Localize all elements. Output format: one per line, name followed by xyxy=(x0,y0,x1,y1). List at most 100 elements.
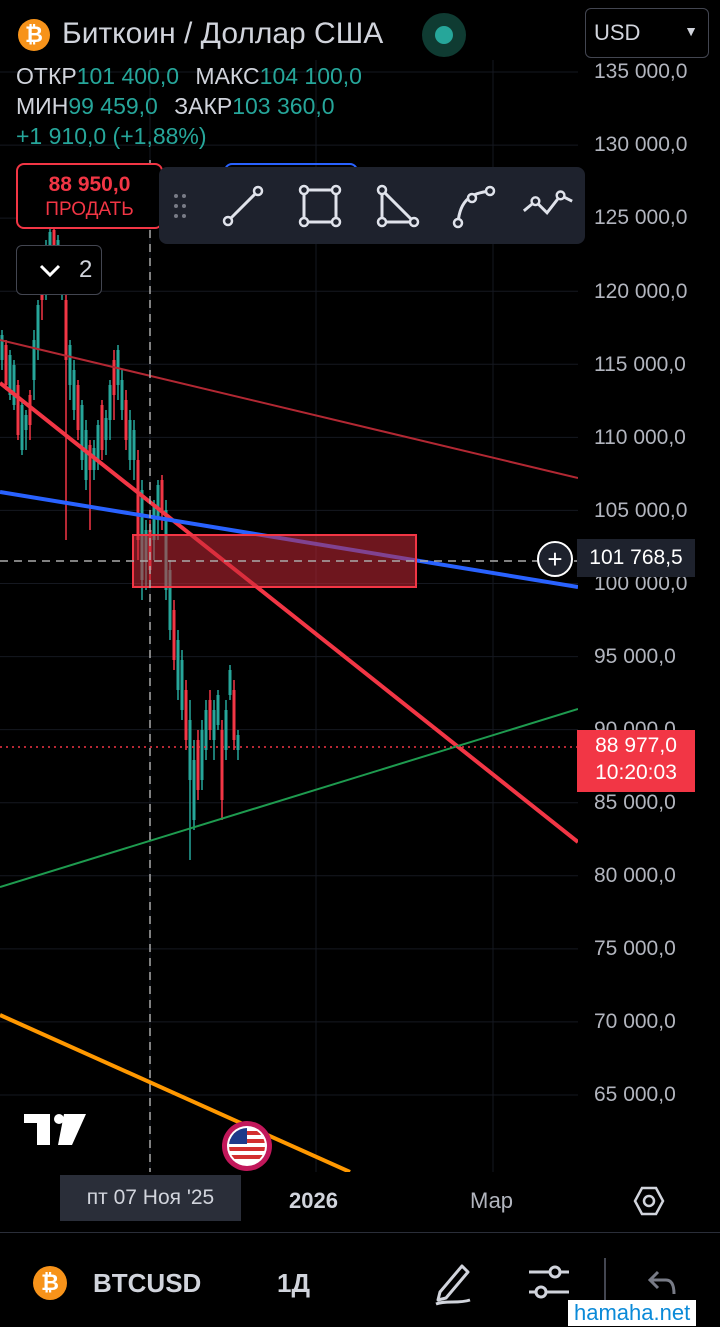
candle-body xyxy=(12,365,16,405)
candle-body xyxy=(68,345,72,385)
trendline-red[interactable] xyxy=(0,381,578,844)
us-event-marker-icon[interactable] xyxy=(222,1121,272,1171)
trend-line-icon[interactable] xyxy=(215,178,271,234)
price-tick: 105 000,0 xyxy=(594,499,688,522)
symbol-title[interactable]: Биткоин / Доллар США xyxy=(62,17,384,50)
last-price-value: 88 977,0 xyxy=(595,734,677,757)
curve-icon[interactable] xyxy=(445,178,501,234)
price-tick: 95 000,0 xyxy=(594,645,676,668)
low-label: МИН xyxy=(16,93,69,119)
ohlc-row-1: ОТКР101 400,0 МАКС104 100,0 xyxy=(16,63,362,90)
candle-body xyxy=(224,710,228,750)
triangle-icon[interactable] xyxy=(369,178,425,234)
candle-body xyxy=(204,710,208,750)
sell-button[interactable]: 88 950,0 ПРОДАТЬ xyxy=(16,163,163,229)
candle-body xyxy=(104,418,108,440)
indicators-collapse-button[interactable]: 2 xyxy=(16,245,102,295)
candle-body xyxy=(188,720,192,780)
undo-icon[interactable] xyxy=(646,1268,678,1298)
candle-body xyxy=(48,232,52,250)
candle-body xyxy=(228,670,232,695)
interval-button[interactable]: 1Д xyxy=(277,1268,310,1298)
open-label: ОТКР xyxy=(16,63,77,89)
candle-body xyxy=(52,230,56,245)
indicators-count: 2 xyxy=(79,256,93,283)
pencil-draw-icon[interactable] xyxy=(432,1260,474,1306)
candle-body xyxy=(192,760,196,820)
price-tick: 110 000,0 xyxy=(594,426,686,449)
candle-body xyxy=(232,690,236,740)
trendline-dark-red[interactable] xyxy=(0,339,578,479)
candle-body xyxy=(72,370,76,410)
add-alert-plus-icon[interactable]: + xyxy=(537,541,573,577)
price-tick: 75 000,0 xyxy=(594,937,676,960)
candle-body xyxy=(208,700,212,730)
candle-body xyxy=(180,660,184,710)
candle-body xyxy=(88,445,92,470)
candle-body xyxy=(76,385,80,430)
currency-select[interactable]: USD ▼ xyxy=(585,8,709,58)
price-tick: 130 000,0 xyxy=(594,133,688,156)
candle-body xyxy=(196,740,200,790)
candle-body xyxy=(124,400,128,440)
price-tick: 80 000,0 xyxy=(594,864,676,887)
candle-body xyxy=(152,505,156,540)
path-icon[interactable] xyxy=(520,178,576,234)
watermark: hamaha.net xyxy=(568,1300,697,1326)
chevron-down-icon xyxy=(39,264,61,278)
candle-body xyxy=(212,710,216,740)
chart-grid xyxy=(0,60,578,1172)
candle-body xyxy=(4,345,8,385)
drag-handle-icon[interactable] xyxy=(172,192,188,220)
candle-body xyxy=(108,385,112,420)
trendline-orange[interactable] xyxy=(0,1013,351,1172)
candle-body xyxy=(236,735,240,750)
candle-body xyxy=(132,430,136,460)
candle-body xyxy=(96,425,100,460)
open-value: 101 400,0 xyxy=(76,63,180,89)
chart-settings-icon[interactable] xyxy=(633,1185,665,1217)
ohlc-row-2: МИН99 459,0 ЗАКР103 360,0 xyxy=(16,93,335,120)
candle-body xyxy=(172,610,176,660)
sell-label: ПРОДАТЬ xyxy=(45,199,134,220)
tradingview-logo xyxy=(24,1114,86,1145)
symbol-button[interactable]: BTCUSD xyxy=(93,1268,202,1298)
high-value: 104 100,0 xyxy=(259,63,362,89)
price-tick: 85 000,0 xyxy=(594,791,676,814)
candle-body xyxy=(64,300,68,360)
candle-body xyxy=(112,360,116,395)
bottom-divider xyxy=(604,1258,606,1306)
candle-body xyxy=(32,340,36,380)
candle-body xyxy=(0,335,4,360)
candle-body xyxy=(160,480,164,510)
crosshair-date-label: пт 07 Ноя '25 xyxy=(60,1175,241,1221)
candle-body xyxy=(120,380,124,410)
candle-body xyxy=(136,460,140,540)
close-value: 103 360,0 xyxy=(232,93,335,119)
indicators-sliders-icon[interactable] xyxy=(527,1262,571,1302)
chevron-down-icon: ▼ xyxy=(684,23,698,39)
candle-body xyxy=(36,305,40,350)
price-tick: 100 000,0 xyxy=(594,572,688,595)
price-tick: 70 000,0 xyxy=(594,1010,676,1033)
price-tick: 135 000,0 xyxy=(594,60,688,83)
candle-body xyxy=(156,485,160,520)
candle-body xyxy=(200,730,204,780)
rectangle-icon[interactable] xyxy=(292,178,348,234)
high-label: МАКС xyxy=(195,63,260,89)
trendline-green[interactable] xyxy=(0,708,578,888)
bitcoin-icon: ₿ xyxy=(18,19,50,51)
candle-body xyxy=(80,405,84,460)
market-status-icon[interactable] xyxy=(422,13,466,57)
price-tick: 125 000,0 xyxy=(594,206,688,229)
price-tick: 65 000,0 xyxy=(594,1083,676,1106)
candle-body xyxy=(128,420,132,460)
close-label: ЗАКР xyxy=(174,93,233,119)
time-tick: Мар xyxy=(470,1188,514,1213)
drawing-toolbar xyxy=(159,167,585,244)
sell-price: 88 950,0 xyxy=(48,173,131,196)
last-price-label: 88 977,0 10:20:03 xyxy=(577,730,695,792)
crosshair-price-label: 101 768,5 xyxy=(577,539,695,577)
candle-body xyxy=(176,640,180,690)
price-chart[interactable] xyxy=(0,0,578,1172)
